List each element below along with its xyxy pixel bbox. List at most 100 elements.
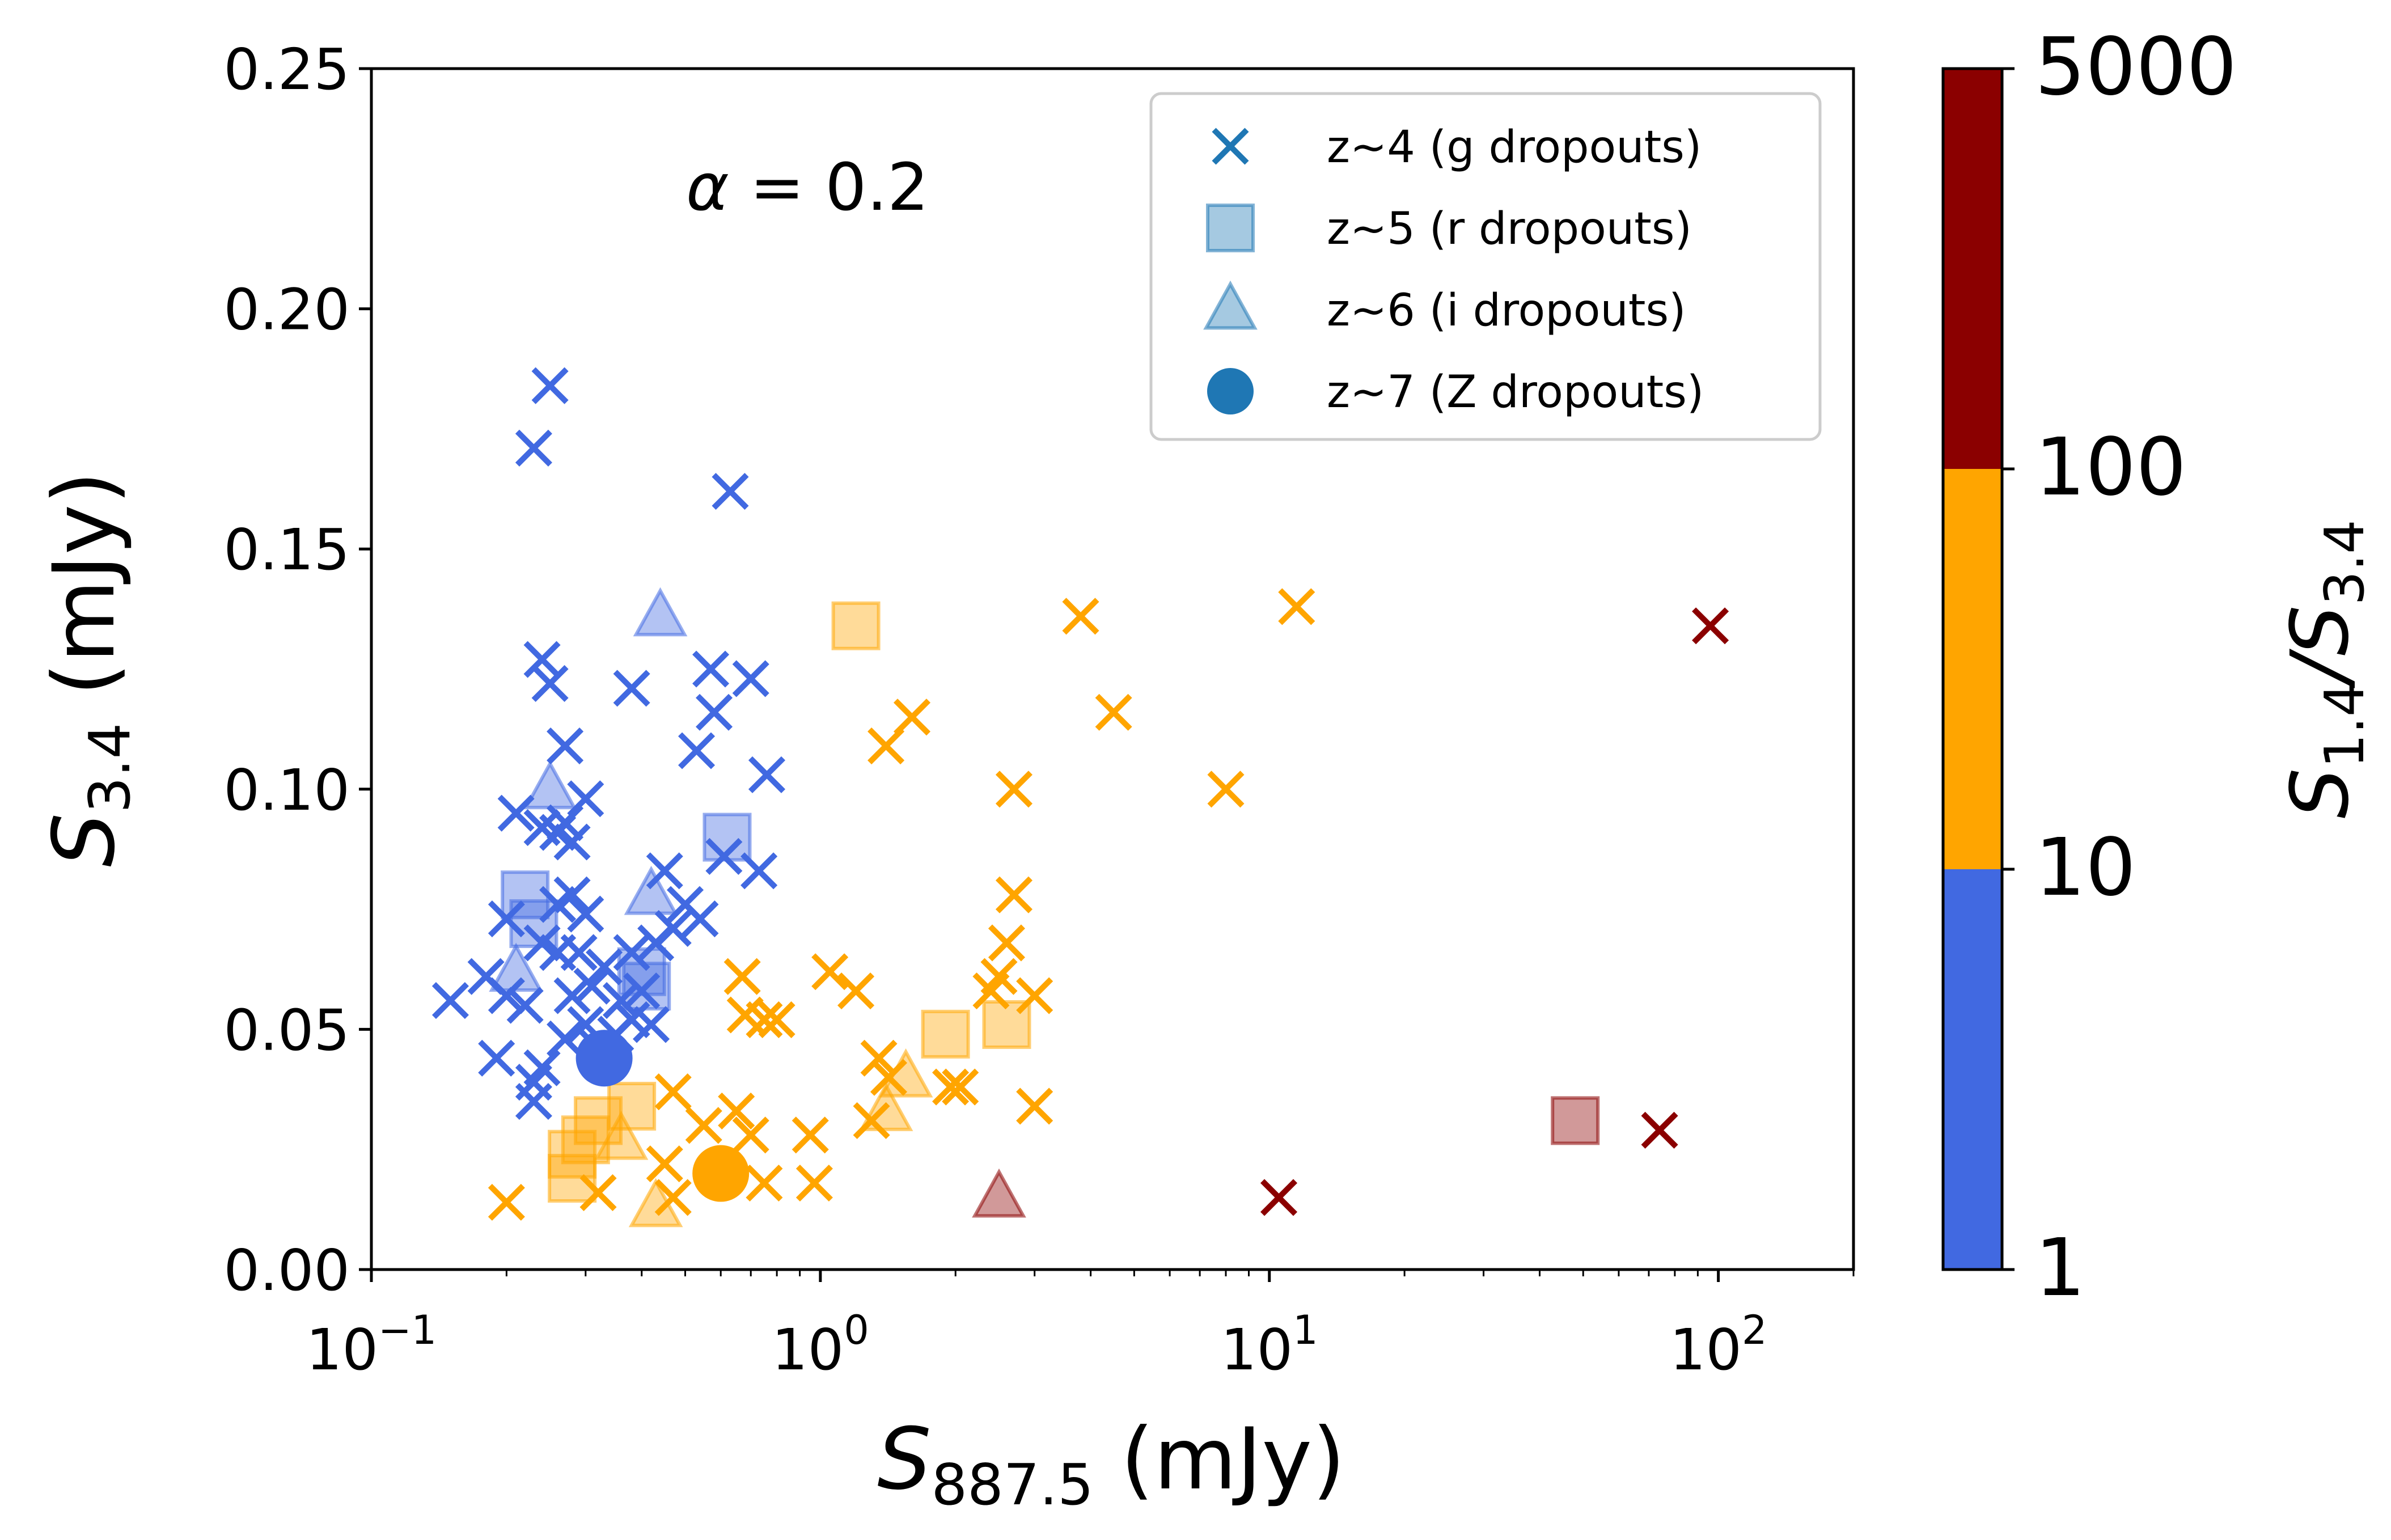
data-point-x (837, 972, 875, 1010)
colorbar-title: S1.4/S3.4 (2274, 519, 2376, 818)
data-point-x (579, 1174, 617, 1211)
legend-marker-square (1206, 204, 1255, 252)
data-point-x (646, 1145, 683, 1183)
data-point-x (506, 987, 544, 1024)
data-point-x (1641, 1111, 1678, 1149)
data-point-x (795, 1164, 833, 1202)
data-point-x (431, 982, 469, 1019)
data-point-x (1016, 1088, 1053, 1125)
legend-label: z~5 (r dropouts) (1327, 204, 1692, 255)
data-point-x (732, 660, 769, 697)
data-point-square (509, 899, 558, 949)
plot-area-frame (370, 67, 1855, 1271)
data-point-triangle (523, 760, 577, 810)
legend-marker-x (1212, 128, 1249, 165)
y-tick-label: 0.05 (223, 997, 350, 1063)
data-point-x (1260, 1179, 1298, 1216)
colorbar-tick-label: 10 (2035, 822, 2136, 914)
data-point-x (515, 1082, 552, 1120)
data-point-x (531, 665, 569, 702)
y-tick-label: 0.10 (223, 757, 350, 823)
data-point-x (705, 837, 743, 875)
data-point-x (654, 1073, 692, 1111)
colorbar-segment (1943, 469, 2002, 869)
data-point-x (523, 641, 561, 678)
colorbar-frame (1941, 67, 2004, 1271)
colorbar-segment (1943, 69, 2002, 469)
data-point-x (860, 1039, 898, 1077)
y-tick-label: 0.00 (223, 1237, 350, 1304)
data-point-x (515, 429, 552, 467)
data-point-x (792, 1116, 829, 1154)
x-tick-label: 102 (1670, 1307, 1767, 1383)
data-point-square (574, 1096, 623, 1145)
data-point-x (654, 909, 692, 947)
y-tick-label: 0.20 (223, 277, 350, 343)
data-point-x (995, 876, 1032, 913)
data-point-x (654, 1179, 692, 1216)
data-point-x (547, 1020, 584, 1057)
legend: z~4 (g dropouts) z~5 (r dropouts) z~6 (i d… (1149, 92, 1822, 441)
data-point-x (932, 1068, 970, 1106)
data-point-x (893, 699, 931, 736)
x-axis-label: S887.5 (mJy) (877, 1410, 1345, 1518)
y-axis: 0.00 0.05 0.10 0.15 0.20 0.25 (223, 36, 371, 1304)
data-point-x (988, 924, 1026, 962)
colorbar: 1 10 100 5000 S1.4/S3.4 (1941, 21, 2376, 1314)
data-point-triangle (628, 1178, 683, 1228)
data-point-x (586, 948, 623, 985)
data-point-square (622, 962, 671, 1011)
data-point-square (1551, 1096, 1600, 1145)
data-point-x (560, 934, 598, 971)
data-point-x (692, 650, 730, 688)
y-axis-label: S3.4 (mJy) (35, 471, 143, 867)
data-point-x (573, 967, 611, 1005)
data-point-x (488, 1183, 525, 1221)
data-point-square (982, 1000, 1031, 1049)
data-point-x (678, 732, 716, 769)
data-points (431, 367, 1729, 1228)
data-point-x (1095, 693, 1132, 731)
data-point-triangle (594, 1111, 649, 1160)
data-point-square (831, 601, 881, 650)
x-tick-label: 10−1 (306, 1307, 437, 1383)
legend-marker-circle (1207, 368, 1254, 414)
data-point-x (613, 670, 650, 707)
data-point-triangle (633, 587, 688, 637)
data-point-x (712, 473, 749, 510)
colorbar-segment (1943, 869, 2002, 1270)
x-axis: 10−1 100 101 102 (306, 1270, 1855, 1383)
data-point-x (723, 958, 761, 995)
data-point-square (617, 947, 666, 996)
data-point-x (547, 804, 584, 841)
data-point-x (685, 1107, 722, 1144)
data-point-circle (692, 1145, 750, 1202)
legend-label: z~7 (Z dropouts) (1327, 367, 1704, 418)
alpha-annotation: α = 0.2 (686, 150, 929, 226)
data-point-x (623, 972, 661, 1010)
data-point-triangle (489, 942, 543, 992)
data-point-x (811, 953, 849, 991)
data-point-x (746, 1001, 783, 1038)
data-point-x (632, 1006, 670, 1043)
data-point-x (995, 771, 1032, 808)
legend-marker-triangle (1203, 280, 1258, 330)
colorbar-tick-label: 100 (2035, 421, 2186, 514)
data-point-triangle (624, 865, 679, 915)
data-point-x (1062, 598, 1099, 635)
data-point-triangle (858, 1082, 913, 1131)
y-tick-label: 0.15 (223, 517, 350, 583)
data-point-x (732, 1116, 769, 1154)
data-point-triangle (972, 1168, 1026, 1218)
data-point-x (942, 1068, 979, 1106)
data-point-x (602, 982, 640, 1019)
data-point-x (1207, 771, 1245, 808)
data-point-x (748, 756, 786, 793)
y-tick-label: 0.25 (223, 36, 350, 103)
data-point-x (567, 895, 604, 933)
data-point-x (682, 900, 719, 938)
data-point-x (553, 977, 591, 1014)
data-point-square (548, 1154, 597, 1203)
data-point-square (703, 813, 752, 862)
